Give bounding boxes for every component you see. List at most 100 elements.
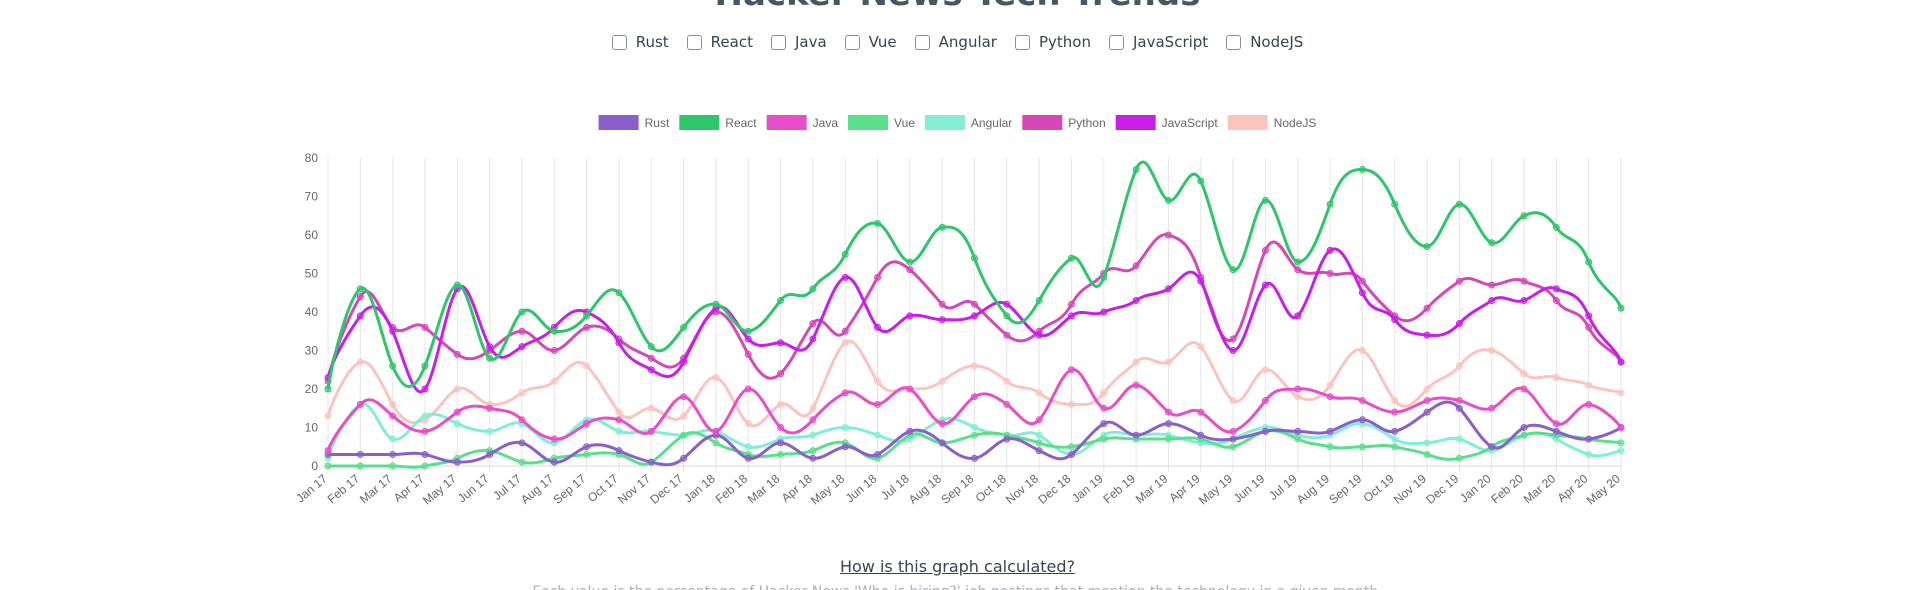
data-point-vue[interactable] <box>583 450 591 458</box>
data-point-react[interactable] <box>1455 200 1463 208</box>
data-point-javascript[interactable] <box>1488 296 1496 304</box>
data-point-java[interactable] <box>1585 400 1593 408</box>
data-point-nodejs[interactable] <box>550 377 558 385</box>
data-point-rust[interactable] <box>744 454 752 462</box>
data-point-rust[interactable] <box>486 450 494 458</box>
data-point-react[interactable] <box>1326 200 1334 208</box>
data-point-rust[interactable] <box>615 447 623 455</box>
data-point-react[interactable] <box>1358 166 1366 174</box>
data-point-python[interactable] <box>1326 270 1334 277</box>
data-point-rust[interactable] <box>1326 427 1334 435</box>
data-point-python[interactable] <box>356 293 364 301</box>
data-point-react[interactable] <box>647 343 655 351</box>
data-point-rust[interactable] <box>874 450 882 458</box>
data-point-react[interactable] <box>1520 212 1528 220</box>
data-point-angular[interactable] <box>1455 435 1463 443</box>
filter-python-checkbox[interactable] <box>1014 34 1030 50</box>
data-point-java[interactable] <box>1552 420 1560 428</box>
data-point-react[interactable] <box>356 285 364 293</box>
data-point-angular[interactable] <box>615 427 623 435</box>
data-point-nodejs[interactable] <box>1003 377 1011 385</box>
data-point-python[interactable] <box>1164 231 1172 239</box>
data-point-rust[interactable] <box>647 458 655 466</box>
data-point-java[interactable] <box>1520 385 1528 393</box>
legend-item-rust[interactable]: Rust <box>598 115 670 130</box>
legend-item-javascript[interactable]: JavaScript <box>1115 115 1219 130</box>
data-point-javascript[interactable] <box>1003 300 1011 308</box>
data-point-nodejs[interactable] <box>1617 389 1625 397</box>
data-point-java[interactable] <box>1197 408 1205 416</box>
filter-java-checkbox[interactable] <box>770 34 786 50</box>
filter-react-checkbox[interactable] <box>686 34 702 50</box>
data-point-javascript[interactable] <box>647 366 655 374</box>
data-point-react[interactable] <box>324 385 332 393</box>
data-point-react[interactable] <box>1035 296 1043 304</box>
data-point-react[interactable] <box>518 308 526 316</box>
data-point-vue[interactable] <box>1423 450 1431 458</box>
data-point-rust[interactable] <box>1132 431 1140 439</box>
data-point-react[interactable] <box>1003 312 1011 320</box>
filter-java[interactable]: Java <box>770 33 827 51</box>
data-point-javascript[interactable] <box>615 339 623 347</box>
data-point-python[interactable] <box>1229 335 1237 343</box>
data-point-java[interactable] <box>550 435 558 443</box>
data-point-java[interactable] <box>453 408 461 416</box>
data-point-python[interactable] <box>550 347 558 354</box>
data-point-vue[interactable] <box>1520 431 1528 439</box>
data-point-react[interactable] <box>744 327 752 335</box>
data-point-javascript[interactable] <box>1164 285 1172 293</box>
data-point-react[interactable] <box>1067 254 1075 262</box>
data-point-javascript[interactable] <box>1423 331 1431 339</box>
data-point-java[interactable] <box>486 404 494 412</box>
filter-python[interactable]: Python <box>1014 33 1091 51</box>
data-point-angular[interactable] <box>1585 450 1593 458</box>
data-point-react[interactable] <box>1229 266 1237 274</box>
data-point-vue[interactable] <box>1229 443 1237 451</box>
data-point-nodejs[interactable] <box>1585 381 1593 389</box>
filter-react[interactable]: React <box>686 33 753 51</box>
data-point-javascript[interactable] <box>1100 308 1108 316</box>
data-point-react[interactable] <box>680 323 688 331</box>
data-point-vue[interactable] <box>971 431 978 439</box>
data-point-java[interactable] <box>1423 397 1431 405</box>
data-point-javascript[interactable] <box>841 273 849 281</box>
data-point-nodejs[interactable] <box>744 420 752 428</box>
data-point-rust[interactable] <box>1197 431 1205 439</box>
data-point-vue[interactable] <box>518 458 526 466</box>
data-point-nodejs[interactable] <box>971 362 978 370</box>
data-point-javascript[interactable] <box>1326 246 1334 254</box>
legend-item-nodejs[interactable]: NodeJS <box>1227 115 1317 130</box>
data-point-nodejs[interactable] <box>453 385 461 393</box>
filter-nodejs[interactable]: NodeJS <box>1226 33 1303 51</box>
data-point-react[interactable] <box>1552 223 1560 231</box>
data-point-python[interactable] <box>906 266 914 274</box>
data-point-nodejs[interactable] <box>1294 393 1302 401</box>
data-point-java[interactable] <box>777 424 785 431</box>
data-point-vue[interactable] <box>356 462 364 470</box>
data-point-nodejs[interactable] <box>1455 362 1463 370</box>
data-point-python[interactable] <box>841 327 849 335</box>
data-point-python[interactable] <box>971 300 978 308</box>
data-point-nodejs[interactable] <box>1391 397 1399 405</box>
data-point-java[interactable] <box>1294 385 1302 393</box>
data-point-javascript[interactable] <box>744 335 752 343</box>
data-point-java[interactable] <box>324 447 332 455</box>
data-point-vue[interactable] <box>1164 435 1172 443</box>
data-point-angular[interactable] <box>744 443 752 451</box>
data-point-vue[interactable] <box>712 439 720 447</box>
data-point-angular[interactable] <box>1617 447 1625 455</box>
data-point-react[interactable] <box>1585 258 1593 266</box>
filter-rust-checkbox[interactable] <box>611 34 627 50</box>
data-point-vue[interactable] <box>809 447 817 455</box>
data-point-javascript[interactable] <box>421 385 429 393</box>
data-point-python[interactable] <box>777 370 785 378</box>
data-point-nodejs[interactable] <box>615 408 623 416</box>
data-point-react[interactable] <box>777 296 785 304</box>
data-point-rust[interactable] <box>1488 443 1496 451</box>
data-point-javascript[interactable] <box>1455 320 1463 328</box>
data-point-react[interactable] <box>1164 196 1172 204</box>
data-point-nodejs[interactable] <box>1326 381 1334 389</box>
data-point-nodejs[interactable] <box>1197 343 1205 351</box>
data-point-angular[interactable] <box>421 412 429 420</box>
data-point-react[interactable] <box>486 354 494 362</box>
